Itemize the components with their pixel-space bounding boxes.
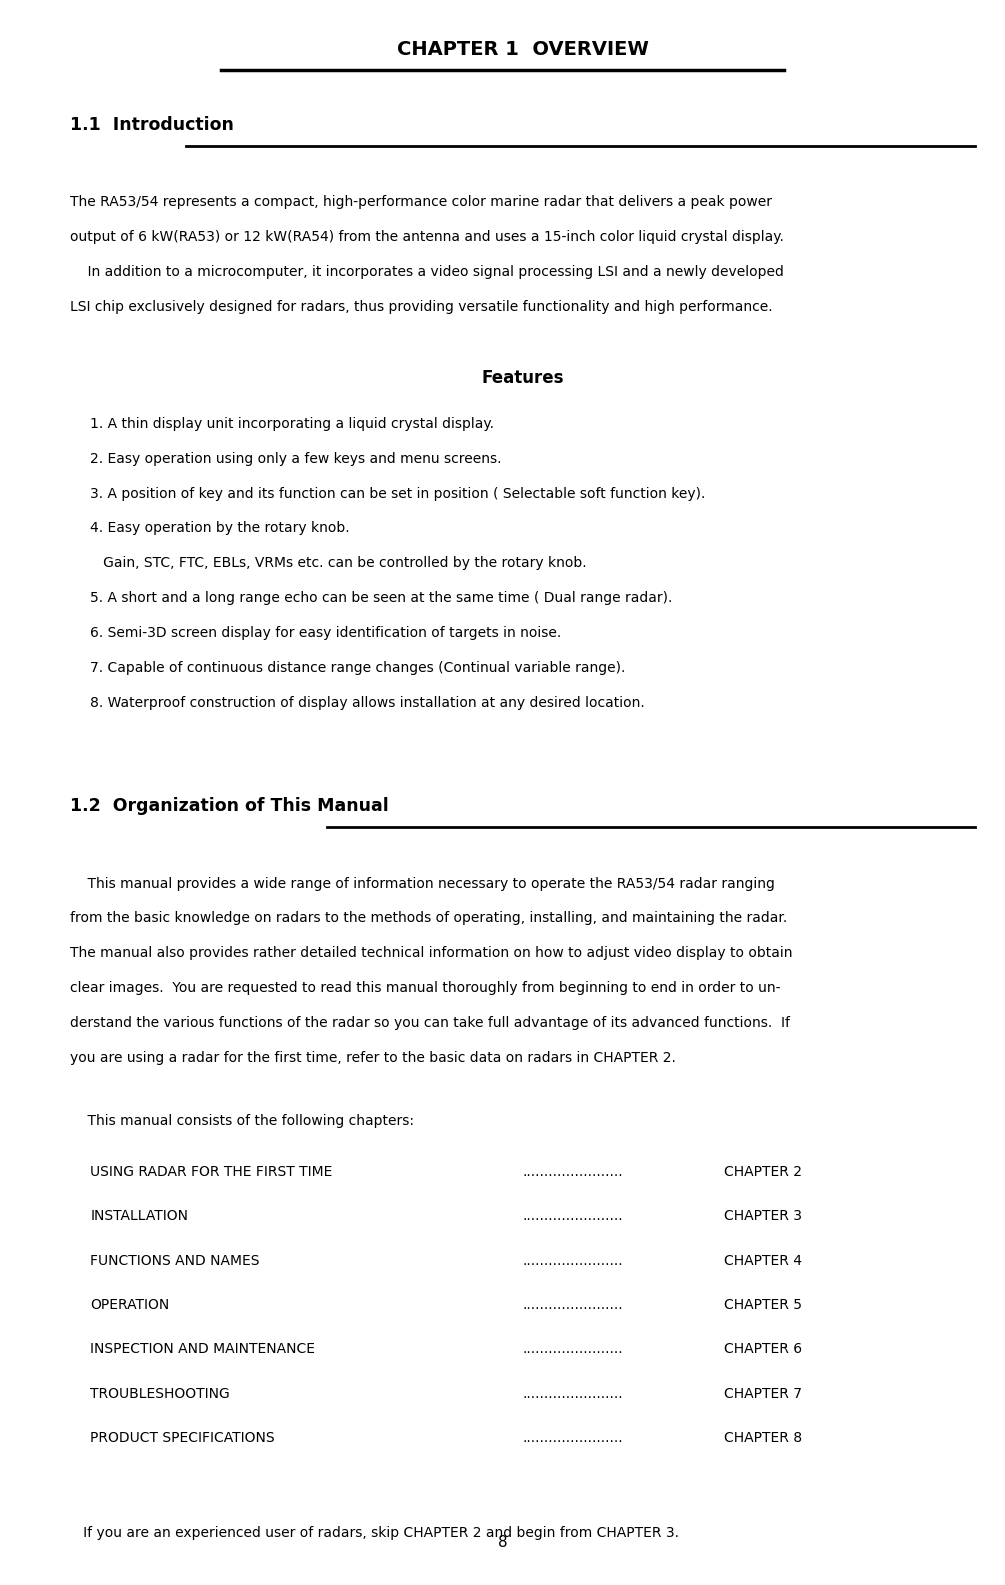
Text: This manual consists of the following chapters:: This manual consists of the following ch…	[70, 1114, 414, 1129]
Text: LSI chip exclusively designed for radars, thus providing versatile functionality: LSI chip exclusively designed for radars…	[70, 300, 773, 314]
Text: CHAPTER 2: CHAPTER 2	[724, 1165, 802, 1179]
Text: PRODUCT SPECIFICATIONS: PRODUCT SPECIFICATIONS	[90, 1431, 275, 1446]
Text: CHAPTER 5: CHAPTER 5	[724, 1298, 802, 1312]
Text: Gain, STC, FTC, EBLs, VRMs etc. can be controlled by the rotary knob.: Gain, STC, FTC, EBLs, VRMs etc. can be c…	[90, 556, 587, 571]
Text: If you are an experienced user of radars, skip CHAPTER 2 and begin from CHAPTER : If you are an experienced user of radars…	[70, 1526, 679, 1541]
Text: 1.1  Introduction: 1.1 Introduction	[70, 116, 234, 133]
Text: CHAPTER 3: CHAPTER 3	[724, 1209, 802, 1224]
Text: .......................: .......................	[523, 1165, 623, 1179]
Text: FUNCTIONS AND NAMES: FUNCTIONS AND NAMES	[90, 1254, 260, 1268]
Text: you are using a radar for the first time, refer to the basic data on radars in C: you are using a radar for the first time…	[70, 1051, 676, 1065]
Text: .......................: .......................	[523, 1209, 623, 1224]
Text: CHAPTER 7: CHAPTER 7	[724, 1387, 802, 1401]
Text: The RA53/54 represents a compact, high-performance color marine radar that deliv: The RA53/54 represents a compact, high-p…	[70, 195, 773, 209]
Text: CHAPTER 1  OVERVIEW: CHAPTER 1 OVERVIEW	[397, 40, 648, 59]
Text: CHAPTER 4: CHAPTER 4	[724, 1254, 802, 1268]
Text: TROUBLESHOOTING: TROUBLESHOOTING	[90, 1387, 230, 1401]
Text: 8: 8	[497, 1536, 508, 1550]
Text: 5. A short and a long range echo can be seen at the same time ( Dual range radar: 5. A short and a long range echo can be …	[90, 591, 672, 605]
Text: Features: Features	[481, 369, 564, 387]
Text: INSPECTION AND MAINTENANCE: INSPECTION AND MAINTENANCE	[90, 1342, 316, 1357]
Text: 8. Waterproof construction of display allows installation at any desired locatio: 8. Waterproof construction of display al…	[90, 696, 645, 710]
Text: INSTALLATION: INSTALLATION	[90, 1209, 189, 1224]
Text: 4. Easy operation by the rotary knob.: 4. Easy operation by the rotary knob.	[90, 521, 350, 536]
Text: 3. A position of key and its function can be set in position ( Selectable soft f: 3. A position of key and its function ca…	[90, 487, 706, 501]
Text: clear images.  You are requested to read this manual thoroughly from beginning t: clear images. You are requested to read …	[70, 981, 781, 995]
Text: .......................: .......................	[523, 1254, 623, 1268]
Text: CHAPTER 8: CHAPTER 8	[724, 1431, 802, 1446]
Text: The manual also provides rather detailed technical information on how to adjust : The manual also provides rather detailed…	[70, 946, 793, 961]
Text: In addition to a microcomputer, it incorporates a video signal processing LSI an: In addition to a microcomputer, it incor…	[70, 265, 784, 279]
Text: 1. A thin display unit incorporating a liquid crystal display.: 1. A thin display unit incorporating a l…	[90, 417, 494, 431]
Text: .......................: .......................	[523, 1387, 623, 1401]
Text: .......................: .......................	[523, 1342, 623, 1357]
Text: CHAPTER 6: CHAPTER 6	[724, 1342, 802, 1357]
Text: 1.2  Organization of This Manual: 1.2 Organization of This Manual	[70, 797, 389, 815]
Text: 2. Easy operation using only a few keys and menu screens.: 2. Easy operation using only a few keys …	[90, 452, 501, 466]
Text: derstand the various functions of the radar so you can take full advantage of it: derstand the various functions of the ra…	[70, 1016, 790, 1030]
Text: from the basic knowledge on radars to the methods of operating, installing, and : from the basic knowledge on radars to th…	[70, 911, 788, 926]
Text: output of 6 kW(RA53) or 12 kW(RA54) from the antenna and uses a 15-inch color li: output of 6 kW(RA53) or 12 kW(RA54) from…	[70, 230, 784, 244]
Text: OPERATION: OPERATION	[90, 1298, 170, 1312]
Text: This manual provides a wide range of information necessary to operate the RA53/5: This manual provides a wide range of inf…	[70, 877, 775, 891]
Text: 6. Semi-3D screen display for easy identification of targets in noise.: 6. Semi-3D screen display for easy ident…	[90, 626, 562, 640]
Text: USING RADAR FOR THE FIRST TIME: USING RADAR FOR THE FIRST TIME	[90, 1165, 333, 1179]
Text: .......................: .......................	[523, 1431, 623, 1446]
Text: 7. Capable of continuous distance range changes (Continual variable range).: 7. Capable of continuous distance range …	[90, 661, 626, 675]
Text: .......................: .......................	[523, 1298, 623, 1312]
